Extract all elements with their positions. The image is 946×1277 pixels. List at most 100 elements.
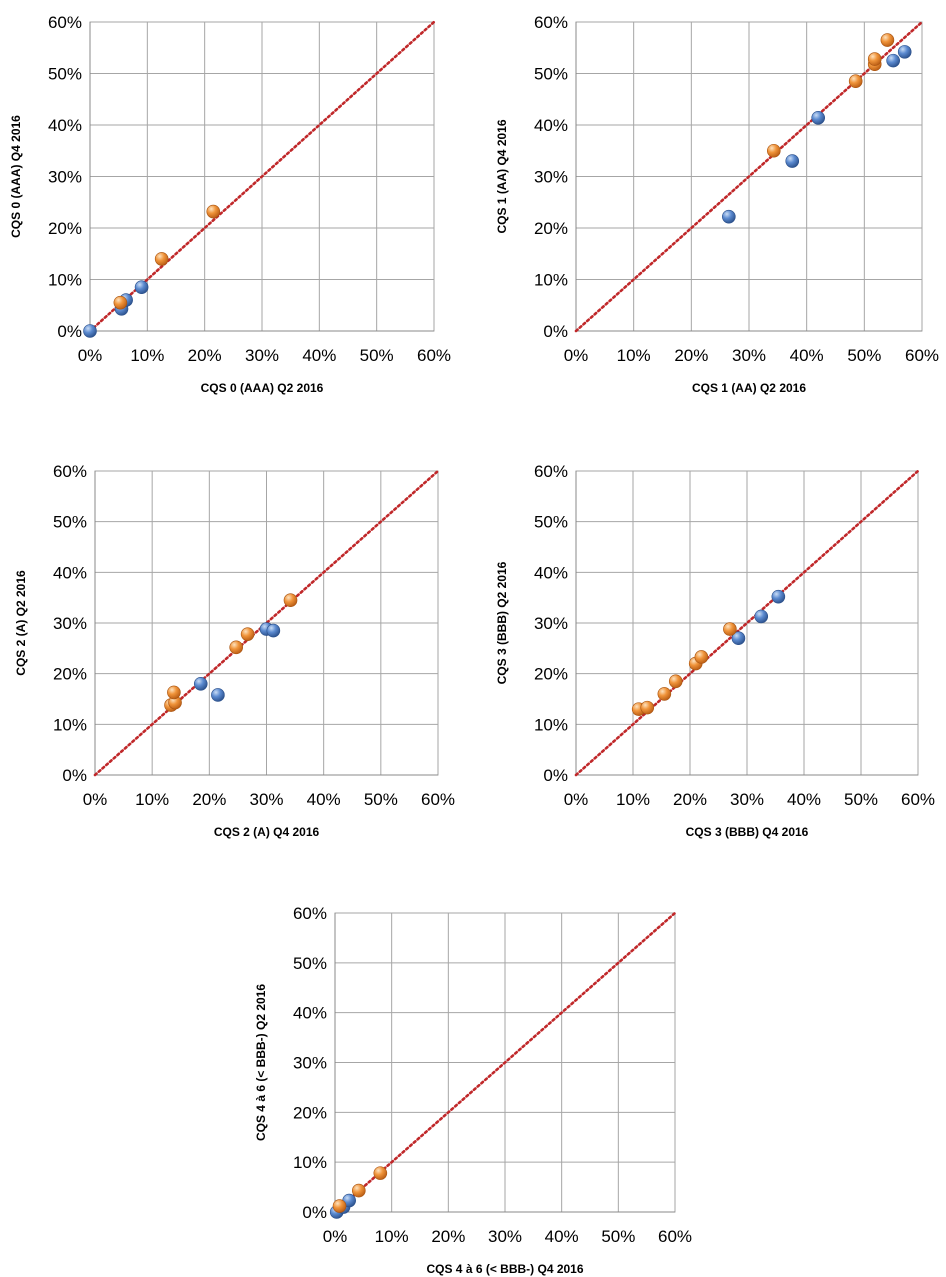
reference-diagonal-line bbox=[574, 469, 920, 777]
x-axis-label: CQS 2 (A) Q4 2016 bbox=[214, 825, 320, 839]
y-tick-label: 40% bbox=[293, 1004, 327, 1023]
x-tick-label: 30% bbox=[249, 790, 283, 809]
y-axis-label: CQS 3 (BBB) Q2 2016 bbox=[495, 561, 509, 684]
y-tick-label: 50% bbox=[293, 954, 327, 973]
x-tick-label: 20% bbox=[431, 1227, 465, 1246]
y-tick-label: 50% bbox=[534, 513, 568, 532]
y-tick-label: 10% bbox=[293, 1153, 327, 1172]
y-tick-label: 10% bbox=[48, 271, 82, 290]
y-tick-label: 0% bbox=[543, 766, 568, 785]
data-point-orange bbox=[206, 204, 221, 219]
y-tick-label: 0% bbox=[302, 1203, 327, 1222]
data-point-orange bbox=[880, 33, 895, 47]
y-tick-label: 60% bbox=[293, 904, 327, 923]
x-tick-label: 0% bbox=[564, 790, 589, 809]
data-point-orange bbox=[373, 1166, 388, 1180]
y-tick-label: 60% bbox=[534, 13, 568, 32]
x-tick-label: 50% bbox=[364, 790, 398, 809]
y-tick-label: 60% bbox=[53, 462, 87, 481]
x-tick-label: 50% bbox=[844, 790, 878, 809]
scatter-chart-cqs2: 0% 0% 10% 10% 20% 20% 30% 30% 40% 40% 50% 50% 60% 60%… bbox=[14, 462, 455, 839]
x-tick-label: 10% bbox=[135, 790, 169, 809]
reference-diagonal-line bbox=[88, 20, 436, 333]
data-point-orange bbox=[640, 700, 655, 715]
y-tick-label: 40% bbox=[48, 116, 82, 135]
data-point-orange bbox=[113, 295, 128, 310]
y-tick-label: 20% bbox=[534, 665, 568, 684]
x-tick-label: 10% bbox=[375, 1227, 409, 1246]
y-tick-label: 30% bbox=[53, 614, 87, 633]
y-tick-label: 60% bbox=[48, 13, 82, 32]
scatter-chart-cqs1: 0% 0% 10% 10% 20% 20% 30% 30% 40% 40% 50% 50% 60% 60%… bbox=[495, 13, 939, 395]
data-point-blue bbox=[785, 154, 800, 168]
x-axis-label: CQS 0 (AAA) Q2 2016 bbox=[201, 381, 324, 395]
data-point-blue bbox=[754, 609, 769, 624]
x-tick-label: 40% bbox=[790, 346, 824, 365]
data-point-orange bbox=[668, 674, 683, 689]
x-tick-label: 40% bbox=[545, 1227, 579, 1246]
data-point-blue bbox=[886, 53, 900, 68]
data-point-orange bbox=[154, 252, 169, 266]
y-tick-label: 10% bbox=[53, 715, 87, 734]
x-tick-label: 60% bbox=[905, 346, 939, 365]
x-tick-label: 0% bbox=[83, 790, 108, 809]
reference-diagonal-line bbox=[574, 20, 924, 333]
scatter-chart-cqs3: 0% 0% 10% 10% 20% 20% 30% 30% 40% 40% 50% 50% 60% 60%… bbox=[495, 462, 935, 839]
x-tick-label: 30% bbox=[488, 1227, 522, 1246]
x-axis-label: CQS 1 (AA) Q2 2016 bbox=[692, 381, 806, 395]
x-tick-label: 40% bbox=[302, 346, 336, 365]
x-tick-label: 0% bbox=[323, 1227, 348, 1246]
data-point-orange bbox=[332, 1199, 347, 1213]
data-point-orange bbox=[657, 687, 672, 701]
y-tick-label: 40% bbox=[534, 116, 568, 135]
data-point-orange bbox=[848, 74, 863, 89]
data-point-orange bbox=[723, 622, 737, 636]
data-point-blue bbox=[771, 589, 786, 604]
x-tick-label: 10% bbox=[617, 346, 651, 365]
y-tick-label: 10% bbox=[534, 715, 568, 734]
y-axis-label: CQS 2 (A) Q2 2016 bbox=[14, 570, 28, 676]
data-point-orange bbox=[351, 1183, 366, 1198]
data-point-blue bbox=[83, 324, 97, 338]
y-tick-label: 0% bbox=[57, 322, 82, 341]
y-tick-label: 0% bbox=[62, 766, 87, 785]
y-tick-label: 20% bbox=[534, 219, 568, 238]
x-tick-label: 60% bbox=[658, 1227, 692, 1246]
y-tick-label: 30% bbox=[293, 1054, 327, 1073]
y-tick-label: 50% bbox=[534, 65, 568, 84]
x-tick-label: 20% bbox=[192, 790, 226, 809]
x-tick-label: 50% bbox=[847, 346, 881, 365]
data-point-orange bbox=[766, 143, 781, 158]
x-tick-label: 50% bbox=[360, 346, 394, 365]
y-tick-label: 30% bbox=[534, 168, 568, 187]
data-point-blue bbox=[193, 676, 208, 691]
y-tick-label: 40% bbox=[53, 563, 87, 582]
x-tick-label: 0% bbox=[78, 346, 103, 365]
x-tick-label: 20% bbox=[674, 346, 708, 365]
x-tick-label: 50% bbox=[601, 1227, 635, 1246]
y-tick-label: 20% bbox=[293, 1103, 327, 1122]
y-tick-label: 30% bbox=[534, 614, 568, 633]
y-tick-label: 20% bbox=[48, 219, 82, 238]
y-tick-label: 40% bbox=[534, 563, 568, 582]
data-point-orange bbox=[229, 640, 244, 655]
y-tick-label: 10% bbox=[534, 271, 568, 290]
x-tick-label: 40% bbox=[787, 790, 821, 809]
data-point-blue bbox=[211, 688, 225, 702]
data-point-blue bbox=[897, 45, 912, 59]
x-axis-label: CQS 4 à 6 (< BBB-) Q4 2016 bbox=[426, 1262, 583, 1276]
x-tick-label: 30% bbox=[732, 346, 766, 365]
x-tick-label: 20% bbox=[673, 790, 707, 809]
x-tick-label: 10% bbox=[130, 346, 164, 365]
x-tick-label: 30% bbox=[245, 346, 279, 365]
x-tick-label: 40% bbox=[307, 790, 341, 809]
data-point-orange bbox=[283, 593, 298, 608]
data-point-orange bbox=[867, 52, 882, 66]
data-point-blue bbox=[731, 631, 746, 646]
y-tick-label: 30% bbox=[48, 168, 82, 187]
y-tick-label: 50% bbox=[48, 65, 82, 84]
y-axis-label: CQS 1 (AA) Q4 2016 bbox=[495, 119, 509, 233]
scatter-chart-cqs0: 0% 0% 10% 10% 20% 20% 30% 30% 40% 40% 50% 50% 60% 60%… bbox=[9, 13, 451, 395]
x-tick-label: 0% bbox=[564, 346, 589, 365]
